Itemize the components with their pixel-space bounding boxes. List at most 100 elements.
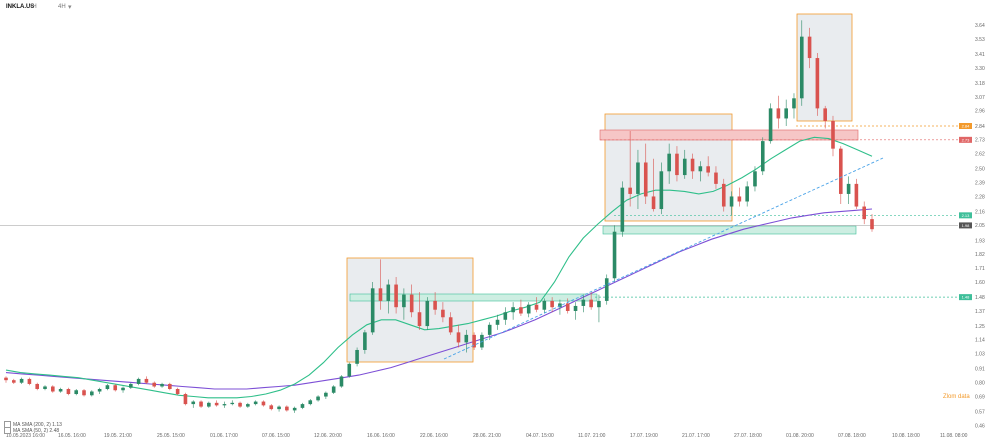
candle-body [620,187,625,232]
candle-body [386,284,391,301]
candle-body [698,166,703,172]
sma50-line [5,136,873,399]
price-tick-label: 3.18 [975,81,985,87]
candle-body [737,196,742,202]
candle-body [347,363,352,377]
candle-body [90,391,94,396]
candle-body [667,153,671,172]
price-tick-label: 2.50 [975,167,985,173]
price-tick-label: 1.48 [975,295,985,301]
candle-body [168,383,172,389]
price-tick-label: 2.16 [975,209,985,215]
price-tick-label: 2.05 [975,223,985,229]
price-tick-label: 3.53 [975,37,985,43]
candle-body [97,388,102,392]
candle-body [285,406,289,411]
candle-body [363,332,367,350]
candle-body [246,404,250,407]
resistance-zone [599,129,859,141]
price-level-tag-bg [959,136,972,143]
chevron-down-icon[interactable]: ▾ [68,4,72,11]
time-tick-label: 19.05. 21:00 [104,433,132,439]
time-tick-label: 10.08. 18:00 [892,433,920,439]
legend-sma50[interactable]: MA SMA (50, 2) 2.48 [4,427,59,434]
candle-body [4,377,8,381]
candle-body [573,305,578,311]
candle-body [74,390,79,395]
candle-body [862,206,866,220]
price-level-tag-text: 2.13 [962,213,971,218]
price-tick-label: 0.46 [975,423,985,429]
price-tick-label: 3.30 [975,66,985,72]
candle-body [745,186,749,202]
candle-body [589,299,593,308]
candle-body [534,304,539,310]
candle-body [58,388,63,392]
candle-body [339,376,344,387]
price-level-tag-text: 2.84 [962,123,971,128]
candle-body [542,300,547,310]
candle-body [495,319,500,325]
candle-body [729,196,734,207]
candle-body [238,402,242,407]
candle-body [324,392,328,397]
candle-body [12,380,16,383]
price-tick-label: 1.82 [975,252,985,258]
candle-body [706,166,710,173]
candle-body [682,158,687,176]
candle-body [721,183,726,207]
price-tick-label: 1.93 [975,238,985,244]
price-level-lines [0,125,958,298]
price-tick-label: 2.84 [975,124,985,130]
candle-body [526,304,531,314]
checkbox-icon[interactable] [4,427,11,434]
time-tick-label: 17.07. 19:00 [630,433,658,439]
time-tick-label: 07.06. 15:00 [262,433,290,439]
candle-body [253,401,258,405]
price-tick-label: 1.37 [975,309,985,315]
price-level-labels: 2.84 2.73 2.13 1.98 1.48 [959,122,972,301]
price-tick-label: 1.60 [975,280,985,286]
price-level-tag-bg [959,222,972,229]
consolidation-box [796,13,853,122]
candle-body [175,388,180,395]
candle-body [214,402,219,406]
candle-body [690,158,695,172]
candle-body [807,36,812,59]
legend-sma200-label: MA SMA (200, 2) 1.13 [13,421,62,428]
candle-body [66,388,71,395]
price-level-tag: 2.13 [959,212,972,219]
time-tick-label: 12.06. 20:00 [314,433,342,439]
price-tick-label: 2.73 [975,138,985,144]
time-tick-label: 28.06. 21:00 [473,433,501,439]
candle-body [113,385,118,391]
price-tick-label: 2.62 [975,151,985,157]
symbol-label[interactable]: INKLA.US [6,4,35,10]
price-tick-label: 0.69 [975,394,985,400]
candle-body [636,162,640,194]
candle-body [628,187,632,194]
candle-body [355,349,359,364]
candle-body [191,401,196,405]
candle-body [136,378,141,384]
candle-body [222,404,227,406]
candle-body [456,332,461,343]
candle-body [799,36,804,99]
price-tick-label: 3.41 [975,52,985,58]
candle-body [370,288,375,333]
price-level-tag-bg [959,212,972,219]
time-tick-label: 11.08. 08:00 [940,433,968,439]
candle-body [604,278,609,301]
candle-body [35,383,40,389]
candle-body [433,300,437,310]
symbol-timeframe-label: 4H [29,4,37,10]
candle-body [394,284,398,308]
timeframe-select[interactable]: 4H [58,4,66,10]
moving-average-lines [5,136,873,399]
price-axis[interactable]: 3.64 3.53 3.41 3.30 3.18 3.07 2.96 2.84 2.73 2.62… [975,23,985,429]
time-axis[interactable]: 10.05.2023 16:00 16.05. 16:00 19.05. 21:00… [6,433,968,439]
candle-body [105,385,110,389]
candle-body [425,300,430,327]
